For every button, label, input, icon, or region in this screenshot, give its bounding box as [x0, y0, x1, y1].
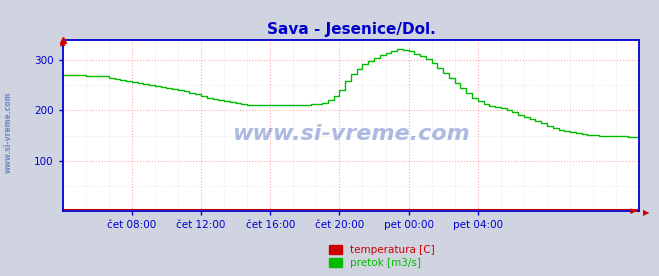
Legend: temperatura [C], pretok [m3/s]: temperatura [C], pretok [m3/s]: [330, 245, 435, 268]
Text: ▶: ▶: [643, 208, 649, 217]
Text: www.si-vreme.com: www.si-vreme.com: [232, 124, 470, 144]
Title: Sava - Jesenice/Dol.: Sava - Jesenice/Dol.: [266, 22, 436, 38]
Text: www.si-vreme.com: www.si-vreme.com: [4, 92, 13, 173]
